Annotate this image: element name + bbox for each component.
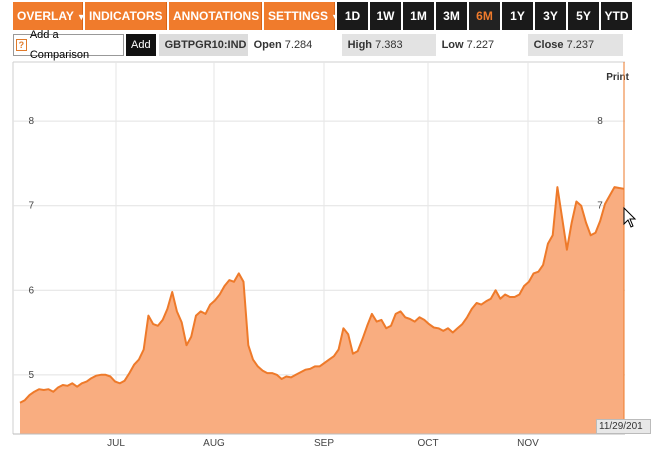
quote-bar: ? Add a Comparison Add GBTPGR10:IND Open… bbox=[13, 29, 623, 61]
print-link[interactable]: Print bbox=[606, 72, 629, 83]
x-tick-label: JUL bbox=[107, 438, 125, 449]
y-tick-label-left: 7 bbox=[28, 201, 34, 212]
add-button[interactable]: Add bbox=[126, 34, 156, 56]
settings-menu-button[interactable]: SETTINGS ▼ bbox=[264, 2, 340, 30]
open-value: 7.284 bbox=[284, 39, 313, 51]
overlay-menu-button[interactable]: OVERLAY ▼ bbox=[13, 2, 86, 30]
date-readout: 11/29/201 bbox=[596, 419, 651, 434]
range-3y-button[interactable]: 3Y bbox=[535, 2, 566, 30]
indicators-menu-button[interactable]: INDICATORS▼ bbox=[85, 2, 174, 30]
y-tick-label-left: 6 bbox=[28, 285, 34, 296]
close-value: 7.237 bbox=[566, 39, 595, 51]
settings-label: SETTINGS bbox=[268, 9, 329, 23]
low-label: Low bbox=[441, 39, 464, 51]
y-tick-label-left: 8 bbox=[28, 116, 34, 127]
y-tick-label-right: 5 bbox=[597, 370, 603, 381]
range-1y-button[interactable]: 1Y bbox=[502, 2, 533, 30]
help-icon: ? bbox=[16, 39, 27, 51]
y-tick-label-right: 8 bbox=[597, 116, 603, 127]
price-line bbox=[19, 186, 625, 404]
y-tick-label-right: 7 bbox=[597, 201, 603, 212]
ticker-symbol: GBTPGR10:IND bbox=[158, 34, 248, 56]
range-6m-button[interactable]: 6M bbox=[469, 2, 500, 30]
x-tick-label: SEP bbox=[314, 438, 334, 449]
x-tick-label: AUG bbox=[203, 438, 225, 449]
chart-toolbar: OVERLAY▼ INDICATORS▼ ANNOTATIONS▼ SETTIN… bbox=[13, 2, 634, 30]
add-comparison-label: Add a Comparison bbox=[29, 29, 90, 61]
annotations-label: ANNOTATIONS bbox=[173, 9, 260, 23]
high-quote: High 7.383 bbox=[341, 34, 436, 56]
overlay-label: OVERLAY bbox=[17, 9, 74, 23]
high-label: High bbox=[347, 39, 373, 51]
y-tick-label-left: 5 bbox=[28, 370, 34, 381]
annotations-menu-button[interactable]: ANNOTATIONS▼ bbox=[169, 2, 271, 30]
mouse-cursor-icon bbox=[623, 206, 637, 228]
price-area bbox=[20, 187, 624, 434]
x-tick-label: NOV bbox=[517, 438, 539, 449]
close-quote: Close 7.237 bbox=[527, 34, 623, 56]
add-comparison-button[interactable]: ? Add a Comparison bbox=[13, 29, 124, 61]
close-label: Close bbox=[533, 39, 564, 51]
high-value: 7.383 bbox=[375, 39, 403, 51]
range-1d-button[interactable]: 1D bbox=[337, 2, 368, 30]
range-5y-button[interactable]: 5Y bbox=[568, 2, 599, 30]
low-quote: Low 7.227 bbox=[435, 34, 528, 56]
range-3m-button[interactable]: 3M bbox=[436, 2, 467, 30]
open-quote: Open 7.284 bbox=[247, 34, 342, 56]
open-label: Open bbox=[253, 39, 282, 51]
chevron-down-icon: ▼ bbox=[76, 12, 86, 22]
range-1w-button[interactable]: 1W bbox=[370, 2, 401, 30]
x-tick-label: OCT bbox=[417, 438, 438, 449]
chevron-down-icon: ▼ bbox=[331, 12, 340, 22]
y-tick-label-right: 6 bbox=[597, 285, 603, 296]
low-value: 7.227 bbox=[466, 39, 495, 51]
range-ytd-button[interactable]: YTD bbox=[601, 2, 632, 30]
indicators-label: INDICATORS bbox=[89, 9, 163, 23]
range-1m-button[interactable]: 1M bbox=[403, 2, 434, 30]
